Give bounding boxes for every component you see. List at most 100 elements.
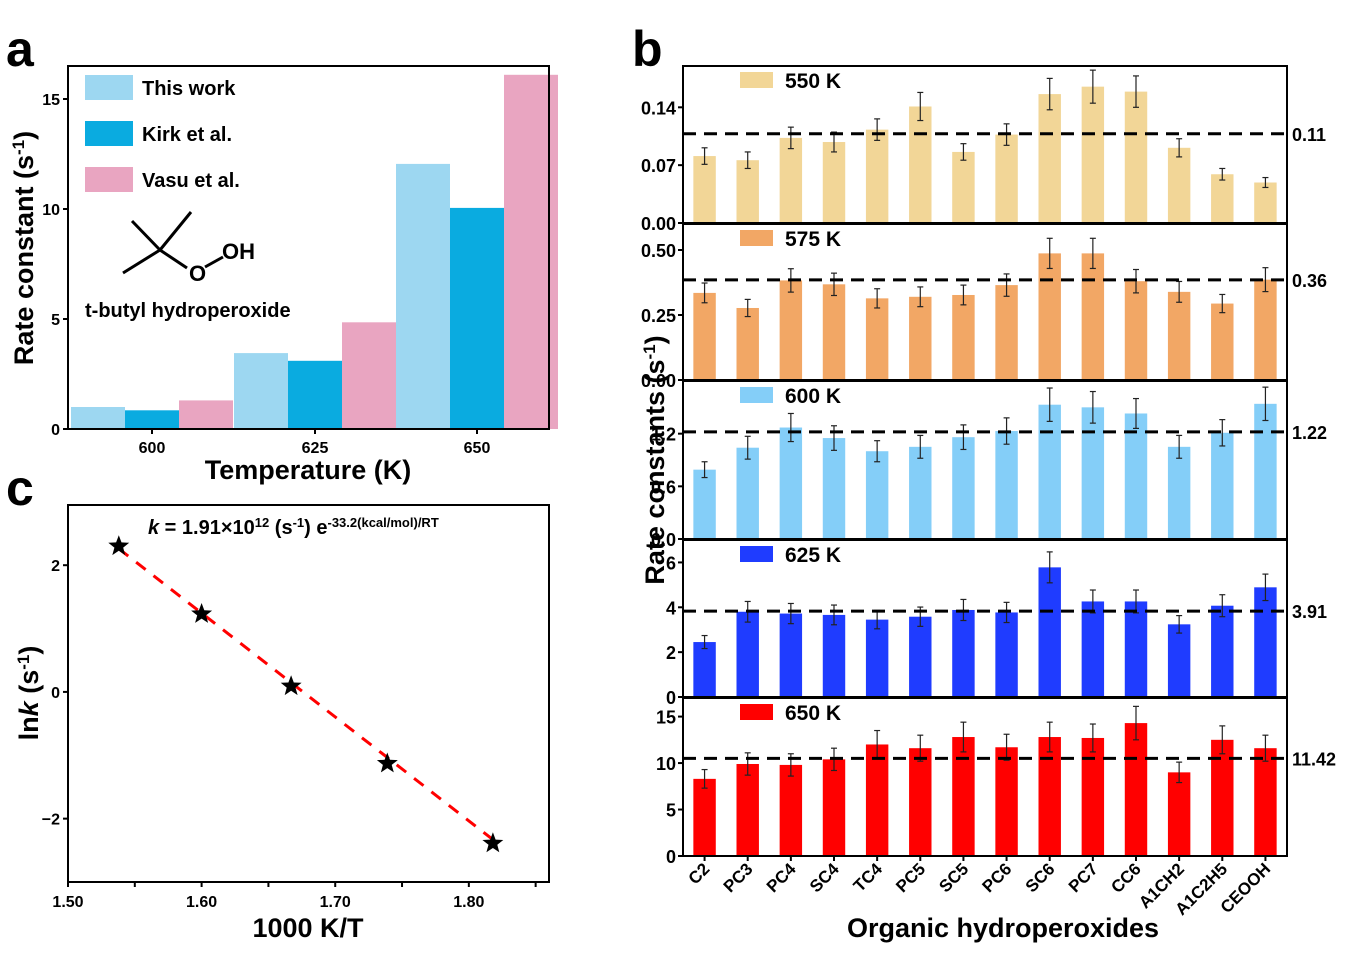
y-tick-label: 2 — [666, 643, 676, 663]
panel-b-x-axis-label: Organic hydroperoxides — [847, 913, 1159, 943]
data-point-star — [376, 752, 398, 773]
y-tick-label: 0.0 — [651, 530, 676, 550]
bar-kirk-et-al--650 — [450, 207, 504, 429]
arrhenius-equation: k = 1.91×1012 (s-1) e-33.2(kcal/mol)/RT — [148, 515, 439, 540]
panel-label-c: c — [6, 460, 34, 516]
bar-SC4 — [822, 142, 846, 223]
panel-c-x-ticks: 1.50 1.60 1.70 1.80 — [52, 882, 537, 911]
bar-A1C2H5 — [1211, 432, 1234, 539]
panel-c-fit — [117, 547, 494, 841]
legend-label: This work — [142, 78, 236, 100]
x-tick-label: PC7 — [1065, 859, 1102, 896]
bar-PC5 — [909, 748, 932, 856]
panel-a-legend: This work Kirk et al. Vasu et al. — [85, 75, 240, 192]
x-tick-label: 1.80 — [453, 894, 484, 911]
y-tick-label: 4 — [666, 598, 676, 618]
panel-label-a: a — [6, 21, 35, 77]
bar-PC7 — [1081, 86, 1105, 223]
bar-TC4 — [865, 744, 889, 856]
bar-PC3 — [736, 307, 759, 380]
bar-PC6 — [995, 612, 1018, 697]
bar-SC4 — [822, 284, 846, 380]
bar-PC4 — [779, 613, 803, 697]
mean-label: 1.22 — [1292, 423, 1327, 443]
y-tick-label: −2 — [42, 812, 60, 829]
bar-kirk-et-al--625 — [288, 360, 342, 429]
panel-a-y-axis-label: Rate constant (s-1) — [9, 131, 40, 365]
bar-PC5 — [909, 106, 932, 223]
subplot-625k: 3.91 0 2 4 6 625 K — [666, 539, 1327, 708]
legend-label: 575 K — [785, 228, 841, 251]
bar-A1CH2 — [1167, 772, 1191, 856]
legend-label: Vasu et al. — [142, 170, 240, 192]
bar-C2 — [693, 292, 716, 380]
bar-SC5 — [952, 737, 975, 856]
bar-this-work-625 — [234, 353, 288, 429]
panel-b-y-axis-label: Rate constants (s-1) — [640, 335, 671, 584]
legend-swatch — [85, 75, 133, 100]
y-tick-label: 10 — [42, 202, 60, 219]
x-tick-label: CC6 — [1107, 859, 1144, 896]
panel-a-x-axis-label: Temperature (K) — [205, 455, 412, 485]
y-tick-label: 15 — [656, 708, 676, 728]
legend-swatch — [740, 546, 773, 562]
bar-A1CH2 — [1167, 624, 1191, 697]
y-tick-label: 10 — [656, 754, 676, 774]
bar-PC7 — [1081, 407, 1105, 539]
subplot-575k: 0.36 0.00 0.25 0.50 575 K — [641, 223, 1327, 391]
oxygen-atom-label: O — [189, 261, 206, 286]
y-tick-label: 0.6 — [651, 477, 676, 497]
bar-SC4 — [822, 438, 846, 539]
y-tick-label: 0.00 — [641, 371, 676, 391]
bar-this-work-650 — [396, 163, 450, 429]
bar-CEOOH — [1254, 587, 1277, 697]
bar-TC4 — [865, 619, 889, 697]
y-tick-label: 0.07 — [641, 156, 676, 176]
bar-PC3 — [736, 611, 759, 697]
y-tick-label: 6 — [666, 553, 676, 573]
y-tick-label: 0.00 — [641, 214, 676, 234]
x-tick-label: SC5 — [935, 859, 972, 896]
bar-PC3 — [736, 447, 759, 539]
bar-CEOOH — [1254, 748, 1277, 856]
y-tick-label: 0.50 — [641, 241, 676, 261]
mean-label: 0.36 — [1292, 271, 1327, 291]
bar-PC4 — [779, 280, 803, 380]
fit-line — [117, 547, 494, 841]
panel-c: −2 0 2 1.50 1.60 1.70 1.80 1000 K/T lnk (s-1)… — [14, 504, 550, 943]
bar-TC4 — [865, 298, 889, 380]
bar-PC4 — [779, 764, 803, 856]
panel-c-x-axis-label: 1000 K/T — [252, 913, 364, 943]
bar-PC5 — [909, 616, 932, 697]
data-point-star — [108, 535, 130, 556]
bar-PC7 — [1081, 253, 1105, 380]
panel-c-y-ticks: −2 0 2 — [42, 558, 68, 829]
bar-CEOOH — [1254, 279, 1277, 380]
bar-CC6 — [1124, 91, 1148, 224]
mean-label: 3.91 — [1292, 602, 1327, 622]
panel-a-y-ticks: 0 5 10 15 — [42, 92, 68, 439]
bar-CEOOH — [1254, 182, 1277, 223]
y-tick-label: 0 — [666, 847, 676, 867]
bar-C2 — [693, 778, 716, 856]
panel-a-bars — [71, 74, 558, 430]
legend-label: 550 K — [785, 70, 841, 93]
x-tick-label: 1.70 — [320, 894, 351, 911]
bar-PC6 — [995, 285, 1018, 380]
x-tick-label: 1.60 — [186, 894, 217, 911]
y-tick-label: 5 — [51, 312, 60, 329]
bar-PC7 — [1081, 601, 1105, 697]
legend-swatch — [740, 72, 773, 88]
legend-label: 625 K — [785, 544, 841, 567]
panel-c-points — [108, 535, 504, 853]
bar-PC4 — [779, 427, 803, 539]
mean-label: 0.11 — [1292, 125, 1326, 145]
subplot-frame — [682, 539, 1288, 698]
y-tick-label: 0.14 — [641, 98, 676, 118]
bar-PC5 — [909, 296, 932, 380]
bar-PC3 — [736, 763, 759, 856]
hydroxyl-label: OH — [222, 239, 255, 264]
subplot-frame — [682, 697, 1288, 857]
